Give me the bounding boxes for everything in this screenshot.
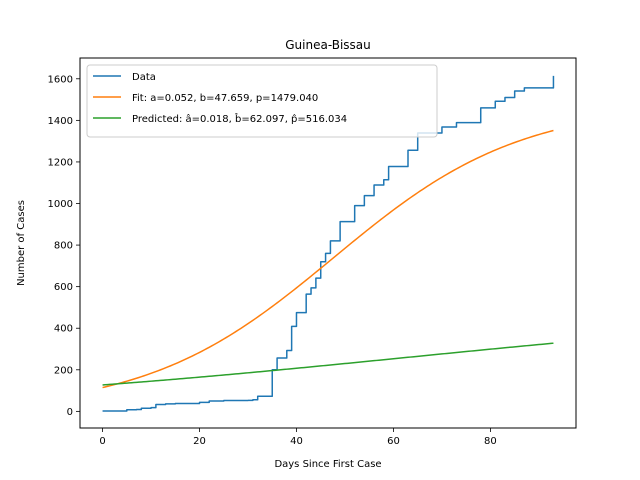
y-tick-label: 800: [54, 241, 73, 252]
y-tick-label: 1400: [48, 116, 73, 127]
x-tick-label: 40: [290, 436, 303, 447]
y-axis-label: Number of Cases: [16, 200, 27, 286]
series-line-0: [102, 75, 555, 412]
x-tick-label: 20: [193, 436, 206, 447]
x-tick-label: 60: [387, 436, 400, 447]
y-tick-label: 1600: [48, 74, 73, 85]
y-axis: 0 200 400 600 800 1000 1200 1400 1600: [48, 74, 80, 418]
x-tick-label: 0: [99, 436, 105, 447]
y-tick-label: 1200: [48, 157, 73, 168]
series-line-1: [102, 129, 554, 389]
y-tick-label: 400: [54, 324, 73, 335]
legend-box: [86, 64, 438, 138]
y-tick-label: 0: [67, 407, 73, 418]
x-tick-label: 80: [484, 436, 497, 447]
legend-label-1: Fit: a=0.052, b=47.659, p=1479.040: [132, 93, 318, 104]
series-line-2: [102, 342, 554, 386]
chart-title: Guinea-Bissau: [285, 38, 371, 52]
legend: Data Fit: a=0.052, b=47.659, p=1479.040 Pr…: [86, 64, 438, 138]
x-axis-label: Days Since First Case: [274, 459, 381, 470]
legend-label-2: Predicted: â=0.018, b̂=62.097, p̂=516.03…: [132, 112, 347, 125]
legend-label-0: Data: [132, 72, 156, 83]
plot-frame: [79, 57, 577, 429]
y-tick-label: 1000: [48, 199, 73, 210]
y-tick-label: 600: [54, 282, 73, 293]
x-axis: 0 20 40 60 80: [99, 428, 497, 447]
y-tick-label: 200: [54, 365, 73, 376]
plot-lines: [102, 75, 555, 412]
